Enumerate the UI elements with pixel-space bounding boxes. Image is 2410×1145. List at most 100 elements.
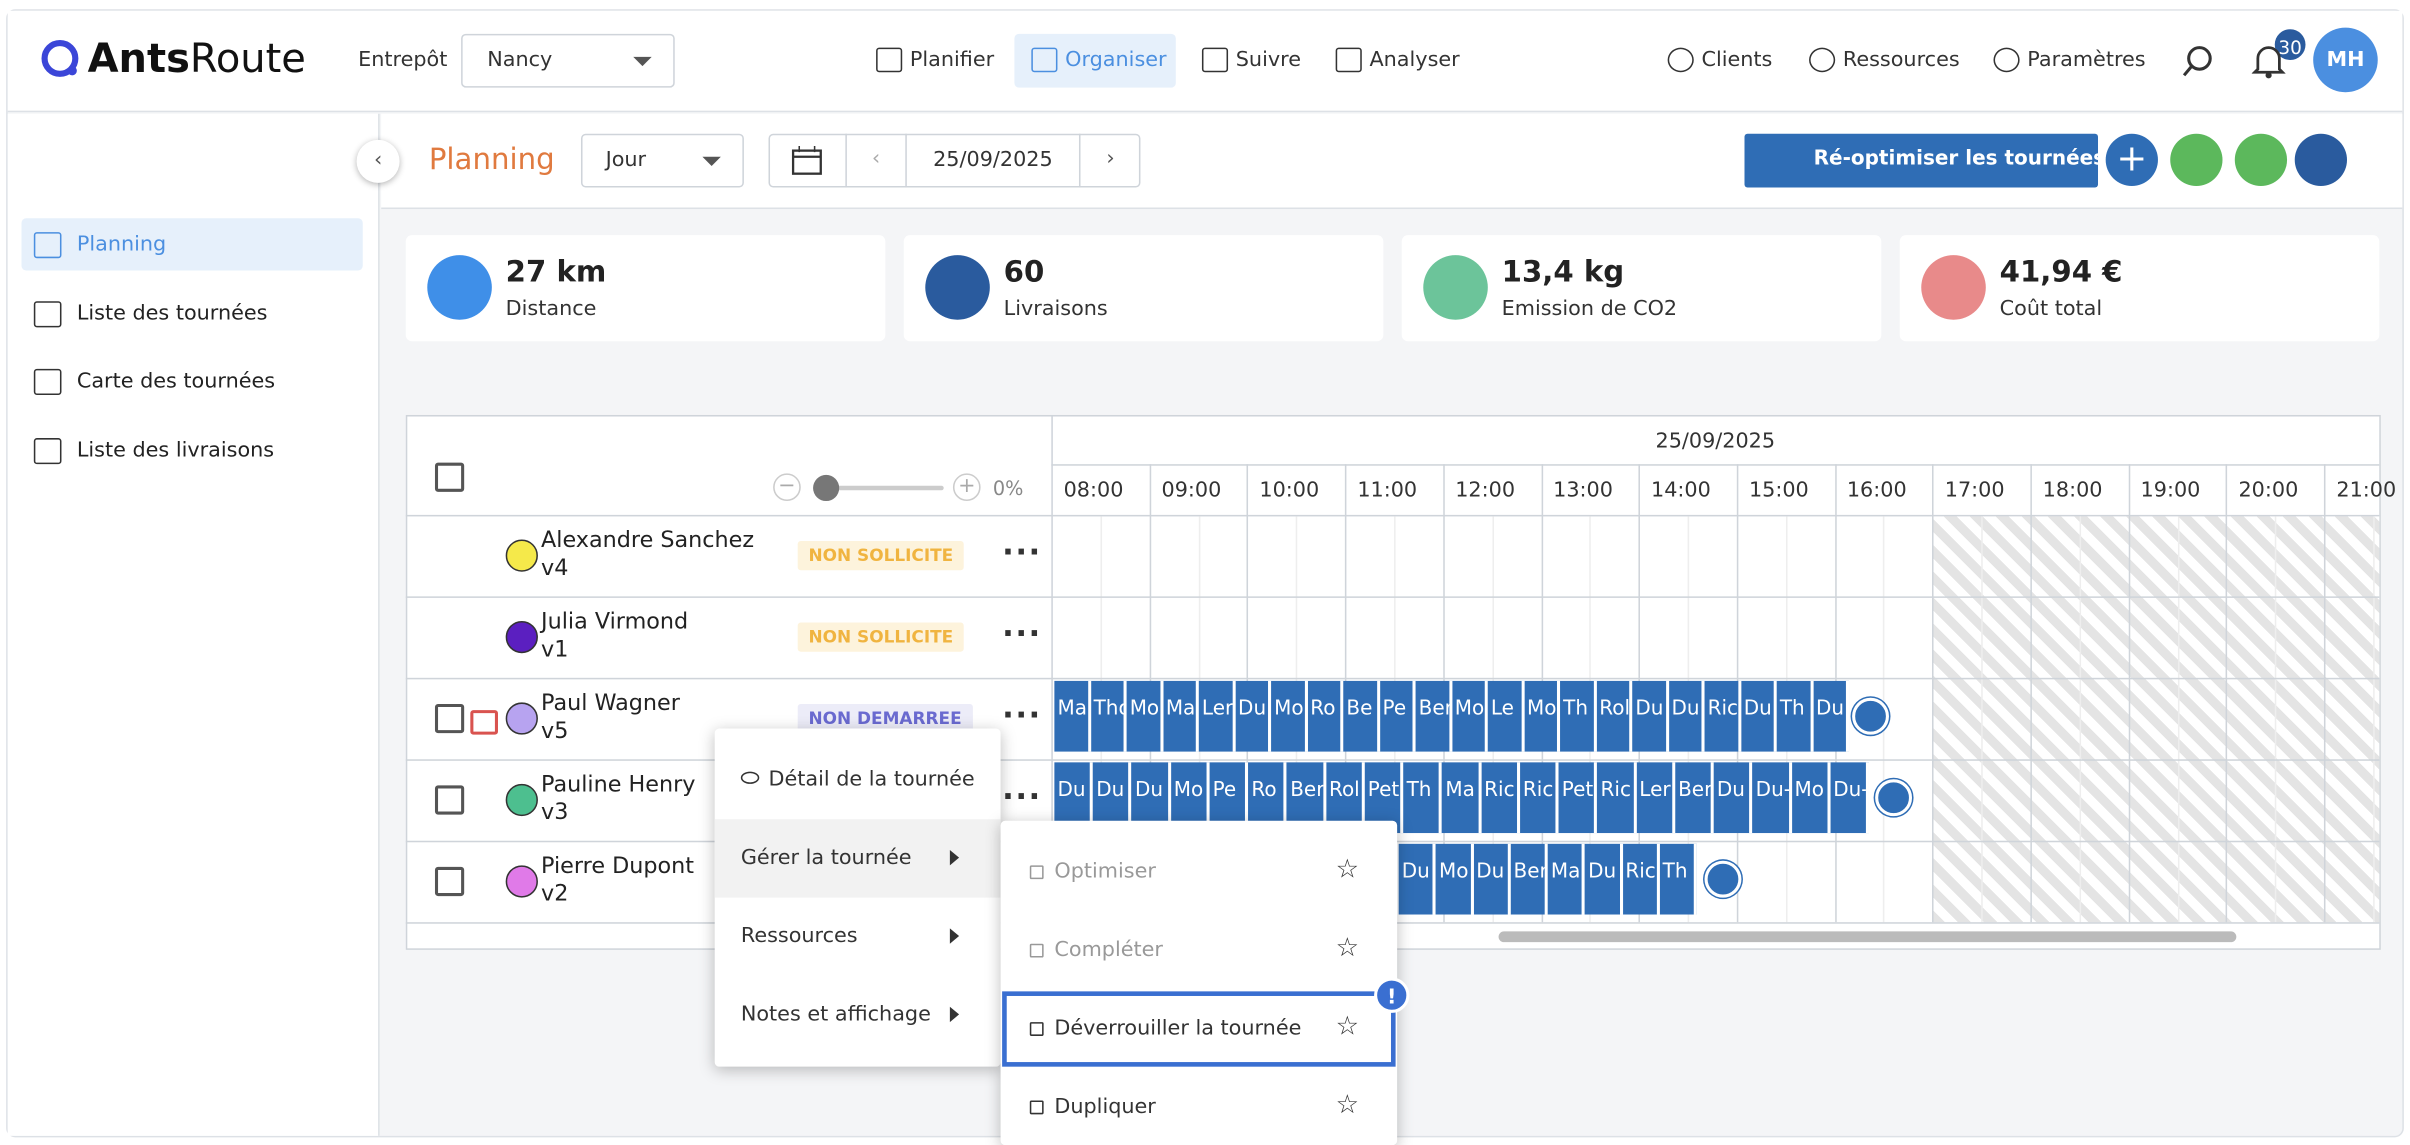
add-button[interactable]: + [2105,133,2158,186]
select-all[interactable] [434,462,465,492]
mail-button[interactable] [2294,133,2347,186]
delivery-block[interactable]: Le [1487,680,1524,752]
nav-link[interactable]: Ressources [1842,47,1960,73]
delivery-block[interactable]: Ma [1054,680,1091,752]
date-picker [768,133,1141,188]
row-checkbox[interactable] [434,866,465,897]
delivery-block[interactable]: Ric [1597,762,1637,834]
delivery-block[interactable]: Ma [1547,843,1586,915]
delivery-block[interactable]: Ric [1704,680,1741,752]
delivery-block[interactable]: Du- [1830,762,1869,834]
delivery-block[interactable]: Du [1398,843,1436,915]
delivery-block[interactable]: Du [1812,680,1850,752]
delivery-block[interactable]: Du- [1752,762,1792,834]
view-value: Jour [605,147,647,173]
bell-icon[interactable] [2251,43,2286,80]
nav-link[interactable]: Clients [1701,47,1773,73]
favorite-star[interactable]: ☆ [1335,1089,1360,1121]
stat-label: Distance [505,296,597,322]
nav-link[interactable]: Suivre [1235,47,1301,73]
row-checkbox[interactable] [434,703,465,734]
sidebar-link[interactable]: Planning [76,232,167,257]
avatar[interactable]: MH [2313,27,2378,93]
delivery-block[interactable]: Ber [1415,680,1452,752]
sidebar-icon [33,438,62,465]
nav-link[interactable]: Organiser [1065,47,1167,73]
delivery-block[interactable]: Du [1740,680,1777,752]
warehouse-select[interactable]: Nancy [461,33,675,88]
menu-item[interactable]: Détail de la tournée [768,766,975,792]
delivery-block[interactable]: Mo [1791,762,1831,834]
delivery-block[interactable]: Du [1473,843,1511,915]
delivery-block[interactable]: Ber [1510,843,1548,915]
delivery-block[interactable]: Du [1632,680,1669,752]
nav-link[interactable]: Paramètres [2027,47,2146,73]
collapse-button[interactable]: ‹ [356,139,400,183]
submenu-item[interactable]: Dupliquer [1054,1094,1156,1119]
delivery-block[interactable]: Rol [1596,680,1633,752]
search-icon[interactable] [2181,43,2218,80]
half-hour-line [2373,516,2375,923]
menu-item[interactable]: Notes et affichage [740,1002,931,1027]
calendar-button[interactable] [791,146,823,175]
delivery-block[interactable]: Ric [1481,762,1520,834]
delivery-block[interactable]: Mo [1126,680,1163,752]
alert-badge: ! [1374,977,1410,1013]
sidebar-link[interactable]: Carte des tournées [76,369,276,395]
menu-item[interactable]: Ressources [740,923,858,949]
nav-link[interactable]: Analyser [1369,47,1460,73]
delivery-block[interactable]: Ric [1519,762,1559,834]
zoom-handle[interactable] [813,474,840,502]
next-day[interactable]: › [1078,133,1140,188]
delivery-block[interactable]: Ber [1675,762,1714,834]
delivery-block[interactable]: Mo [1435,843,1474,915]
delivery-block[interactable]: Pet [1364,762,1404,834]
upload-button[interactable] [2170,133,2223,186]
favorite-star[interactable]: ☆ [1335,854,1360,886]
sidebar-icon [33,232,62,259]
delivery-block[interactable]: Du [1585,843,1623,915]
lock-button[interactable] [2234,133,2288,186]
delivery-block[interactable]: Ma [1162,680,1199,752]
zoom-plus[interactable]: + [952,473,981,502]
delivery-block[interactable]: Du [1668,680,1705,752]
delivery-block[interactable]: Ric [1622,843,1660,915]
favorite-star[interactable]: ☆ [1335,1011,1360,1043]
delivery-block[interactable]: Th [1776,680,1813,752]
delivery-block[interactable]: Th [1560,680,1597,752]
prev-day[interactable]: ‹ [845,133,907,188]
delivery-block[interactable]: Th [1403,762,1443,834]
nav-link[interactable]: Planifier [909,47,995,73]
scrollbar[interactable] [1498,931,2237,943]
row-menu[interactable]: ··· [1002,777,1042,815]
half-hour-line [1981,516,1983,923]
sidebar-link[interactable]: Liste des livraisons [76,438,275,463]
delivery-block[interactable]: Th [1659,843,1697,915]
delivery-block[interactable]: Pe [1379,680,1416,752]
delivery-block[interactable]: Du [1713,762,1753,834]
delivery-block[interactable]: Mo [1523,680,1561,752]
menu-item[interactable]: Gérer la tournée [740,845,912,870]
favorite-star[interactable]: ☆ [1335,932,1360,964]
delivery-block[interactable]: Pet [1558,762,1598,834]
row-menu[interactable]: ··· [1002,614,1042,652]
vehicle: v4 [541,556,569,581]
row-checkbox[interactable] [434,785,465,815]
sidebar-link[interactable]: Liste des tournées [76,300,268,326]
delivery-block[interactable]: Tho [1090,680,1127,752]
delivery-block[interactable]: Ler [1198,680,1235,752]
delivery-block[interactable]: Du [1234,680,1272,752]
nav-active-bg [1014,33,1176,88]
zoom-minus[interactable]: − [773,473,801,502]
view-select[interactable]: Jour [580,133,744,188]
delivery-block[interactable]: Mo [1271,680,1308,752]
delivery-block[interactable]: Mo [1451,680,1488,752]
delivery-block[interactable]: Ro [1307,680,1344,752]
delivery-block[interactable]: Ma [1442,762,1482,834]
reoptimize-button[interactable]: Ré-optimiser les tournées [1744,133,2105,188]
submenu-item[interactable]: Déverrouiller la tournée [1054,1015,1302,1041]
row-menu[interactable]: ··· [1002,696,1042,734]
row-menu[interactable]: ··· [1002,533,1042,571]
delivery-block[interactable]: Ler [1636,762,1676,834]
delivery-block[interactable]: Be [1343,680,1380,752]
